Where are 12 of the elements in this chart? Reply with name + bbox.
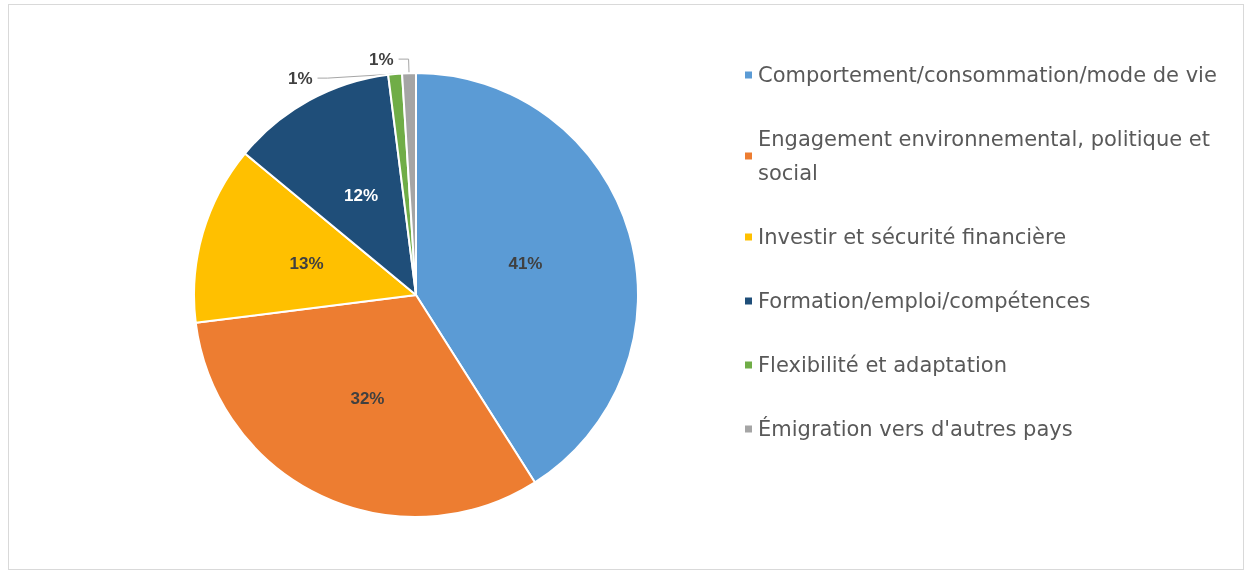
- legend-label: Formation/emploi/compétences: [758, 289, 1091, 313]
- data-label: 32%: [350, 388, 385, 408]
- legend-label: Flexibilité et adaptation: [758, 353, 1007, 377]
- legend-label: Engagement environnemental, politique et social: [758, 127, 1217, 185]
- data-label: 13%: [289, 253, 324, 273]
- legend-label: Investir et sécurité financière: [758, 225, 1067, 249]
- legend-label: Comportement/consommation/mode de vie: [758, 63, 1217, 87]
- data-label: 12%: [344, 185, 379, 205]
- data-label: 1%: [369, 49, 394, 69]
- data-label: 41%: [508, 253, 543, 273]
- data-label: 1%: [287, 68, 313, 88]
- legend-label: Émigration vers d'autres pays: [758, 416, 1073, 441]
